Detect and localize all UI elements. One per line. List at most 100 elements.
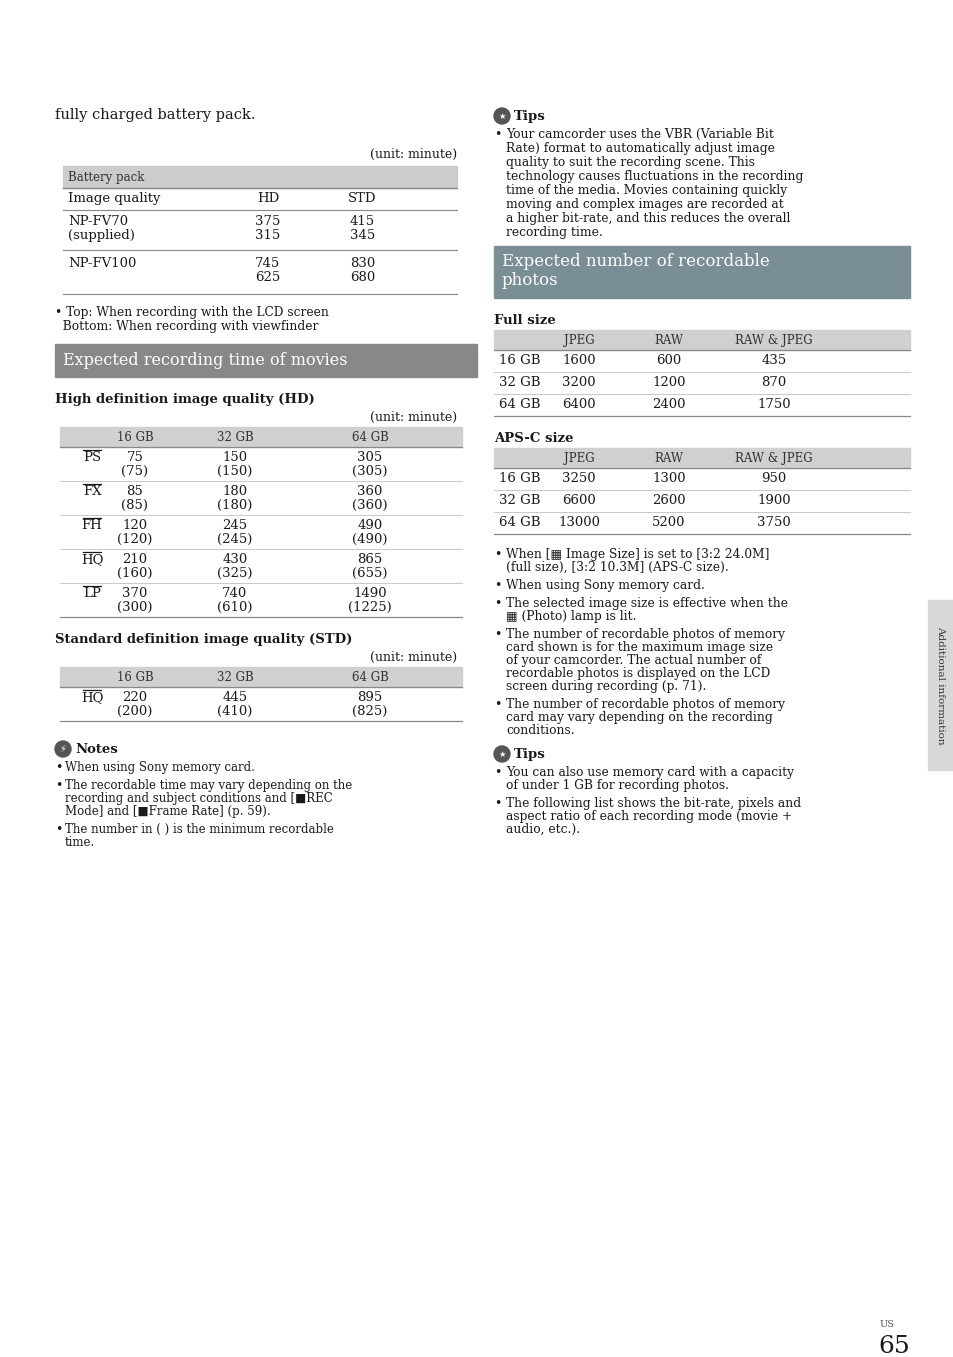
Bar xyxy=(60,427,461,446)
Text: 680: 680 xyxy=(350,271,375,284)
Text: time.: time. xyxy=(65,836,95,849)
Text: 600: 600 xyxy=(656,354,680,366)
Text: 32 GB: 32 GB xyxy=(216,432,253,444)
Text: screen during recording (p. 71).: screen during recording (p. 71). xyxy=(505,680,705,693)
Text: 220: 220 xyxy=(122,691,148,704)
Text: RAW & JPEG: RAW & JPEG xyxy=(735,452,812,465)
Text: •: • xyxy=(494,597,501,611)
Text: 430: 430 xyxy=(222,554,248,566)
Text: 625: 625 xyxy=(255,271,280,284)
Text: 64 GB: 64 GB xyxy=(352,670,388,684)
Text: US: US xyxy=(879,1320,894,1329)
Text: 16 GB: 16 GB xyxy=(498,472,540,484)
Text: 740: 740 xyxy=(222,588,248,600)
Text: ★: ★ xyxy=(497,111,505,121)
Text: 6600: 6600 xyxy=(561,494,596,508)
Text: (120): (120) xyxy=(117,533,152,546)
Text: NP-FV70: NP-FV70 xyxy=(68,214,128,228)
Text: 64 GB: 64 GB xyxy=(498,516,540,529)
Text: 32 GB: 32 GB xyxy=(216,670,253,684)
Bar xyxy=(494,330,909,350)
Text: (360): (360) xyxy=(352,499,388,512)
Text: 5200: 5200 xyxy=(652,516,685,529)
Text: (410): (410) xyxy=(217,706,253,718)
Text: technology causes fluctuations in the recording: technology causes fluctuations in the re… xyxy=(505,170,802,183)
Text: 64 GB: 64 GB xyxy=(352,432,388,444)
Text: 950: 950 xyxy=(760,472,786,484)
Text: The number of recordable photos of memory: The number of recordable photos of memor… xyxy=(505,697,784,711)
Text: •: • xyxy=(494,628,501,641)
Text: 180: 180 xyxy=(222,484,247,498)
Text: •: • xyxy=(494,579,501,592)
Text: of your camcorder. The actual number of: of your camcorder. The actual number of xyxy=(505,654,760,668)
Text: (1225): (1225) xyxy=(348,601,392,613)
Text: 245: 245 xyxy=(222,518,247,532)
Text: 75: 75 xyxy=(127,451,143,464)
Text: HQ: HQ xyxy=(81,691,103,704)
Text: (825): (825) xyxy=(352,706,387,718)
Text: fully charged battery pack.: fully charged battery pack. xyxy=(55,109,255,122)
Text: •: • xyxy=(494,548,501,560)
Text: Expected recording time of movies: Expected recording time of movies xyxy=(63,351,347,369)
Text: The following list shows the bit-rate, pixels and: The following list shows the bit-rate, p… xyxy=(505,797,801,810)
Text: •: • xyxy=(55,822,62,836)
Text: aspect ratio of each recording mode (movie +: aspect ratio of each recording mode (mov… xyxy=(505,810,791,822)
Text: (655): (655) xyxy=(352,567,387,579)
Text: •: • xyxy=(494,128,501,141)
Text: 345: 345 xyxy=(350,229,375,242)
Text: Notes: Notes xyxy=(75,744,117,756)
Bar xyxy=(927,600,953,769)
Text: Standard definition image quality (STD): Standard definition image quality (STD) xyxy=(55,632,352,646)
Text: FH: FH xyxy=(82,518,102,532)
Text: 85: 85 xyxy=(127,484,143,498)
Text: 375: 375 xyxy=(254,214,280,228)
Bar xyxy=(63,166,456,189)
Text: RAW: RAW xyxy=(654,452,682,465)
Text: •: • xyxy=(494,697,501,711)
Text: When using Sony memory card.: When using Sony memory card. xyxy=(505,579,704,592)
Text: •: • xyxy=(55,761,62,773)
Text: (85): (85) xyxy=(121,499,149,512)
Text: 415: 415 xyxy=(350,214,375,228)
Bar xyxy=(494,246,909,299)
Text: time of the media. Movies containing quickly: time of the media. Movies containing qui… xyxy=(505,185,786,197)
Text: 210: 210 xyxy=(122,554,148,566)
Bar xyxy=(55,345,476,377)
Text: 64 GB: 64 GB xyxy=(498,398,540,411)
Text: 445: 445 xyxy=(222,691,247,704)
Text: 1200: 1200 xyxy=(652,376,685,389)
Text: 360: 360 xyxy=(357,484,382,498)
Text: conditions.: conditions. xyxy=(505,725,574,737)
Text: ▦ (Photo) lamp is lit.: ▦ (Photo) lamp is lit. xyxy=(505,611,636,623)
Text: 305: 305 xyxy=(357,451,382,464)
Text: 865: 865 xyxy=(357,554,382,566)
Text: When [▦ Image Size] is set to [3:2 24.0M]: When [▦ Image Size] is set to [3:2 24.0M… xyxy=(505,548,768,560)
Text: •: • xyxy=(494,765,501,779)
Text: 870: 870 xyxy=(760,376,786,389)
Text: a higher bit-rate, and this reduces the overall: a higher bit-rate, and this reduces the … xyxy=(505,212,789,225)
Text: Mode] and [■Frame Rate] (p. 59).: Mode] and [■Frame Rate] (p. 59). xyxy=(65,805,271,818)
Text: Tips: Tips xyxy=(514,110,545,123)
Text: (full size), [3:2 10.3M] (APS-C size).: (full size), [3:2 10.3M] (APS-C size). xyxy=(505,560,728,574)
Text: (unit: minute): (unit: minute) xyxy=(370,411,456,423)
Text: 16 GB: 16 GB xyxy=(498,354,540,366)
Text: 6400: 6400 xyxy=(561,398,596,411)
Text: recording and subject conditions and [■REC: recording and subject conditions and [■R… xyxy=(65,792,333,805)
Text: ⚡: ⚡ xyxy=(59,744,67,754)
Text: Your camcorder uses the VBR (Variable Bit: Your camcorder uses the VBR (Variable Bi… xyxy=(505,128,773,141)
Text: photos: photos xyxy=(501,271,558,289)
Text: APS-C size: APS-C size xyxy=(494,432,573,445)
Text: You can also use memory card with a capacity: You can also use memory card with a capa… xyxy=(505,765,793,779)
Text: card shown is for the maximum image size: card shown is for the maximum image size xyxy=(505,641,772,654)
Text: (75): (75) xyxy=(121,465,149,478)
Text: 1900: 1900 xyxy=(757,494,790,508)
Bar xyxy=(494,448,909,468)
Text: High definition image quality (HD): High definition image quality (HD) xyxy=(55,394,314,406)
Text: Battery pack: Battery pack xyxy=(68,171,144,185)
Text: (150): (150) xyxy=(217,465,253,478)
Text: card may vary depending on the recording: card may vary depending on the recording xyxy=(505,711,772,725)
Text: 895: 895 xyxy=(357,691,382,704)
Text: 1600: 1600 xyxy=(561,354,596,366)
Text: HD: HD xyxy=(256,191,278,205)
Text: 16 GB: 16 GB xyxy=(116,670,153,684)
